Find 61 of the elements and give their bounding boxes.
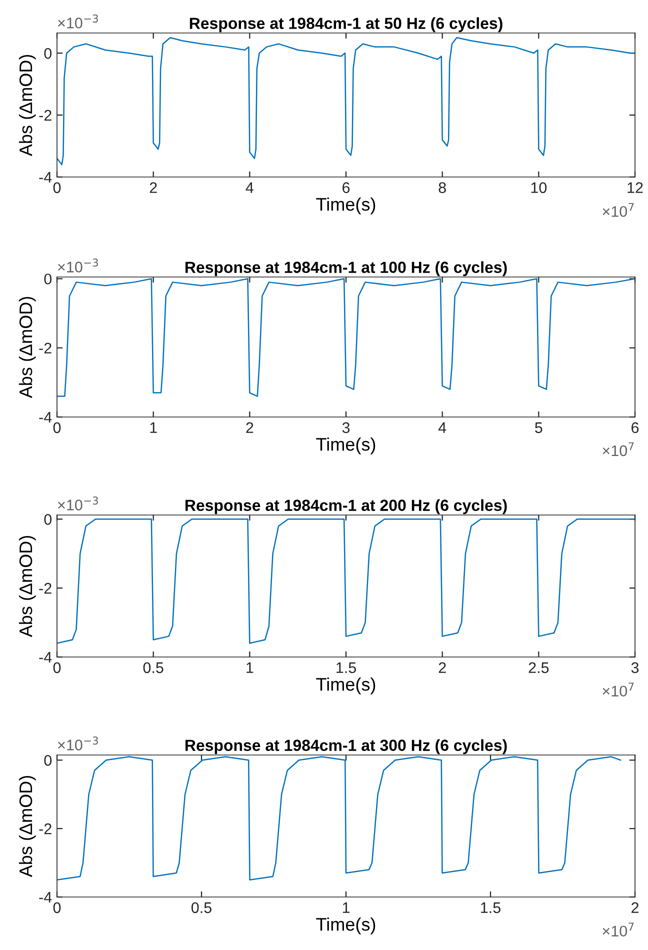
x-tick-label: 1	[246, 662, 254, 673]
text: ×10$^{7}$	[602, 922, 634, 937]
text: ×10$^{−3}$	[58, 258, 98, 272]
y-tick-label: -4	[39, 412, 52, 423]
text: ×10$^{7}$	[602, 203, 634, 217]
x-axis-title: Time(s)	[316, 197, 376, 214]
y-tick-label: -4	[39, 172, 52, 183]
x-tick-label: 6	[342, 182, 350, 194]
x-tick-label: 10	[531, 182, 547, 194]
text: ×10$^{−3}$	[58, 496, 98, 510]
x-tick-label: 1	[342, 902, 350, 913]
x-tick-label: 3	[631, 662, 639, 674]
x-tick-label: 0.5	[191, 902, 212, 914]
line-series	[57, 518, 635, 644]
x-tick-label: 0	[53, 422, 61, 434]
text: ×10$^{−3}$	[58, 736, 98, 750]
y-tick-label: 0	[44, 755, 52, 766]
y-axis-title: Abs (ΔmOD)	[18, 54, 36, 156]
x-tick-label: 6	[632, 422, 639, 434]
x-tick-label: 2	[150, 182, 157, 193]
y-axis-title: Abs (ΔmOD)	[18, 776, 36, 878]
y-tick-label: 0	[44, 514, 52, 525]
x-tick-label: 1.5	[481, 902, 500, 914]
y-axis-title: Abs (ΔmOD)	[18, 296, 36, 398]
line-series	[57, 37, 635, 166]
chart-title: Response at 1984cm-1 at 100 Hz (6 cycles)	[186, 261, 507, 276]
x-tick-label: 1	[150, 422, 157, 433]
y-tick-label: -4	[39, 892, 52, 903]
y-tick-label: 0	[44, 48, 52, 59]
text: ×10$^{7}$	[602, 682, 634, 697]
chart-title: Response at 1984cm-1 at 300 Hz (6 cycles)	[186, 739, 507, 754]
text: ×10$^{7}$	[602, 442, 634, 456]
y-tick-label: -2	[39, 342, 52, 354]
x-tick-label: 8	[438, 182, 446, 194]
y-axis-title: Abs (ΔmOD)	[18, 536, 36, 638]
x-tick-label: 2	[438, 662, 446, 673]
x-tick-label: 12	[628, 182, 643, 193]
y-tick-label: -4	[39, 652, 52, 663]
chart-title: Response at 1984cm-1 at 200 Hz (6 cycles)	[186, 499, 507, 514]
x-tick-label: 0	[53, 662, 61, 674]
line-series	[57, 756, 622, 881]
x-axis-title: Time(s)	[316, 437, 376, 454]
x-tick-label: 4	[438, 422, 446, 433]
y-tick-label: 0	[44, 274, 52, 284]
x-axis-title: Time(s)	[316, 917, 376, 934]
x-tick-label: 3	[342, 422, 350, 434]
y-tick-label: -2	[39, 582, 52, 594]
x-tick-label: 2	[246, 422, 254, 433]
x-axis-title: Time(s)	[316, 677, 376, 694]
x-tick-label: 1.5	[336, 662, 356, 674]
x-tick-label: 0.5	[143, 662, 164, 674]
x-tick-label: 5	[535, 422, 542, 434]
x-tick-label: 2.5	[528, 662, 549, 674]
y-tick-label: -2	[39, 110, 52, 121]
x-tick-label: 4	[246, 182, 254, 193]
chart-title: Response at 1984cm-1 at 50 Hz (6 cycles)	[190, 17, 502, 32]
text: ×10$^{−3}$	[58, 14, 98, 28]
x-tick-label: 0	[53, 902, 61, 914]
y-tick-label: -2	[39, 823, 52, 834]
x-tick-label: 2	[632, 902, 638, 913]
x-tick-label: 0	[53, 182, 61, 194]
